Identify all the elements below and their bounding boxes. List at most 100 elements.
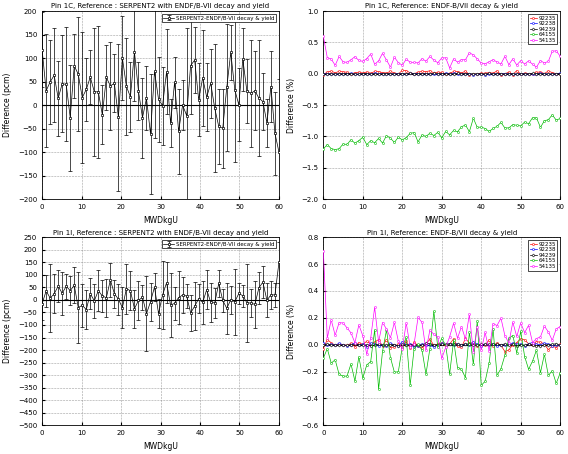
64155 [454, 365, 461, 370]
Line: 54135: 54135 [322, 35, 561, 69]
92235 [557, 71, 563, 76]
54135 [450, 321, 457, 326]
94239 [367, 71, 374, 77]
92238 [411, 345, 417, 350]
92235 [502, 349, 508, 354]
94239 [557, 71, 563, 76]
64155 [332, 147, 339, 153]
Line: 64155: 64155 [322, 310, 561, 390]
92238 [320, 340, 327, 345]
92235 [367, 70, 374, 76]
92235 [320, 346, 327, 351]
54135 [403, 320, 410, 326]
Line: 64155: 64155 [322, 114, 561, 151]
94239 [450, 71, 457, 77]
54135 [529, 61, 536, 67]
X-axis label: MWDkgU: MWDkgU [424, 442, 459, 451]
54135 [375, 58, 382, 64]
94239 [367, 343, 374, 349]
92238 [533, 342, 540, 347]
94239 [466, 71, 473, 77]
54135 [557, 324, 563, 329]
54135 [367, 336, 374, 341]
94239 [533, 343, 540, 349]
92238 [470, 339, 477, 345]
92238 [454, 341, 461, 346]
92235 [466, 340, 473, 346]
64155 [407, 382, 414, 388]
X-axis label: MWDkgU: MWDkgU [143, 216, 178, 224]
Legend: 92235, 92238, 94239, 64155, 54135: 92235, 92238, 94239, 64155, 54135 [528, 240, 557, 271]
54135 [557, 54, 563, 59]
Legend: 92235, 92238, 94239, 64155, 54135: 92235, 92238, 94239, 64155, 54135 [528, 14, 557, 44]
Y-axis label: Difference (%): Difference (%) [287, 78, 296, 133]
54135 [375, 339, 382, 345]
Y-axis label: Difference (%): Difference (%) [287, 304, 296, 359]
94239 [403, 71, 410, 77]
92238 [446, 71, 453, 77]
54135 [446, 65, 453, 71]
92235 [320, 72, 327, 78]
92238 [367, 71, 374, 77]
94239 [557, 343, 563, 348]
64155 [407, 131, 414, 136]
92238 [375, 71, 382, 77]
92235 [462, 336, 469, 341]
64155 [379, 140, 386, 146]
Line: 94239: 94239 [322, 342, 561, 347]
94239 [379, 342, 386, 348]
Legend: SERPENT2-ENDF/B-VII decay & yield: SERPENT2-ENDF/B-VII decay & yield [161, 14, 276, 22]
94239 [375, 71, 382, 77]
94239 [371, 342, 378, 348]
Title: Pin 1C, Reference: ENDF-B/VII decay & yield: Pin 1C, Reference: ENDF-B/VII decay & yi… [365, 3, 518, 10]
X-axis label: MWDkgU: MWDkgU [143, 442, 178, 451]
92235 [466, 72, 473, 77]
Title: Pin 1I, Reference : SERPENT2 with ENDF/B-VII decay and yield: Pin 1I, Reference : SERPENT2 with ENDF/B… [53, 230, 268, 236]
54135 [320, 34, 327, 39]
92235 [450, 69, 457, 74]
92235 [375, 337, 382, 342]
64155 [450, 128, 457, 133]
92235 [533, 339, 540, 345]
Y-axis label: Difference (pcm): Difference (pcm) [3, 73, 12, 137]
92235 [529, 71, 536, 76]
94239 [454, 341, 461, 347]
94239 [431, 71, 437, 76]
64155 [431, 309, 437, 314]
92238 [462, 71, 469, 76]
92235 [367, 341, 374, 347]
92235 [399, 68, 406, 73]
Line: 92235: 92235 [322, 69, 561, 76]
64155 [549, 112, 556, 118]
92238 [403, 72, 410, 77]
64155 [320, 146, 327, 152]
92238 [482, 72, 488, 78]
Title: Pin 1C, Reference : SERPENT2 with ENDF/B-VII decay and yield: Pin 1C, Reference : SERPENT2 with ENDF/B… [52, 3, 270, 10]
92235 [407, 70, 414, 75]
92238 [320, 71, 327, 76]
Title: Pin 1I, Reference: ENDF-B/VII decay & yield: Pin 1I, Reference: ENDF-B/VII decay & yi… [366, 230, 517, 236]
64155 [379, 349, 386, 354]
92235 [403, 339, 410, 344]
94239 [320, 343, 327, 348]
54135 [367, 51, 374, 57]
64155 [533, 347, 540, 353]
Line: 54135: 54135 [322, 250, 561, 360]
Legend: SERPENT2-ENDF/B-VII decay & yield: SERPENT2-ENDF/B-VII decay & yield [161, 240, 276, 248]
54135 [466, 50, 473, 55]
Line: 94239: 94239 [322, 72, 561, 75]
92235 [557, 342, 563, 347]
64155 [320, 355, 327, 361]
X-axis label: MWDkgU: MWDkgU [424, 216, 459, 224]
64155 [470, 361, 477, 367]
Y-axis label: Difference (pcm): Difference (pcm) [3, 299, 12, 364]
54135 [529, 340, 536, 345]
92238 [529, 71, 536, 77]
94239 [423, 340, 429, 346]
94239 [533, 71, 540, 76]
94239 [320, 71, 327, 77]
Line: 92235: 92235 [322, 337, 561, 353]
54135 [450, 56, 457, 62]
64155 [557, 370, 563, 376]
64155 [367, 359, 374, 364]
